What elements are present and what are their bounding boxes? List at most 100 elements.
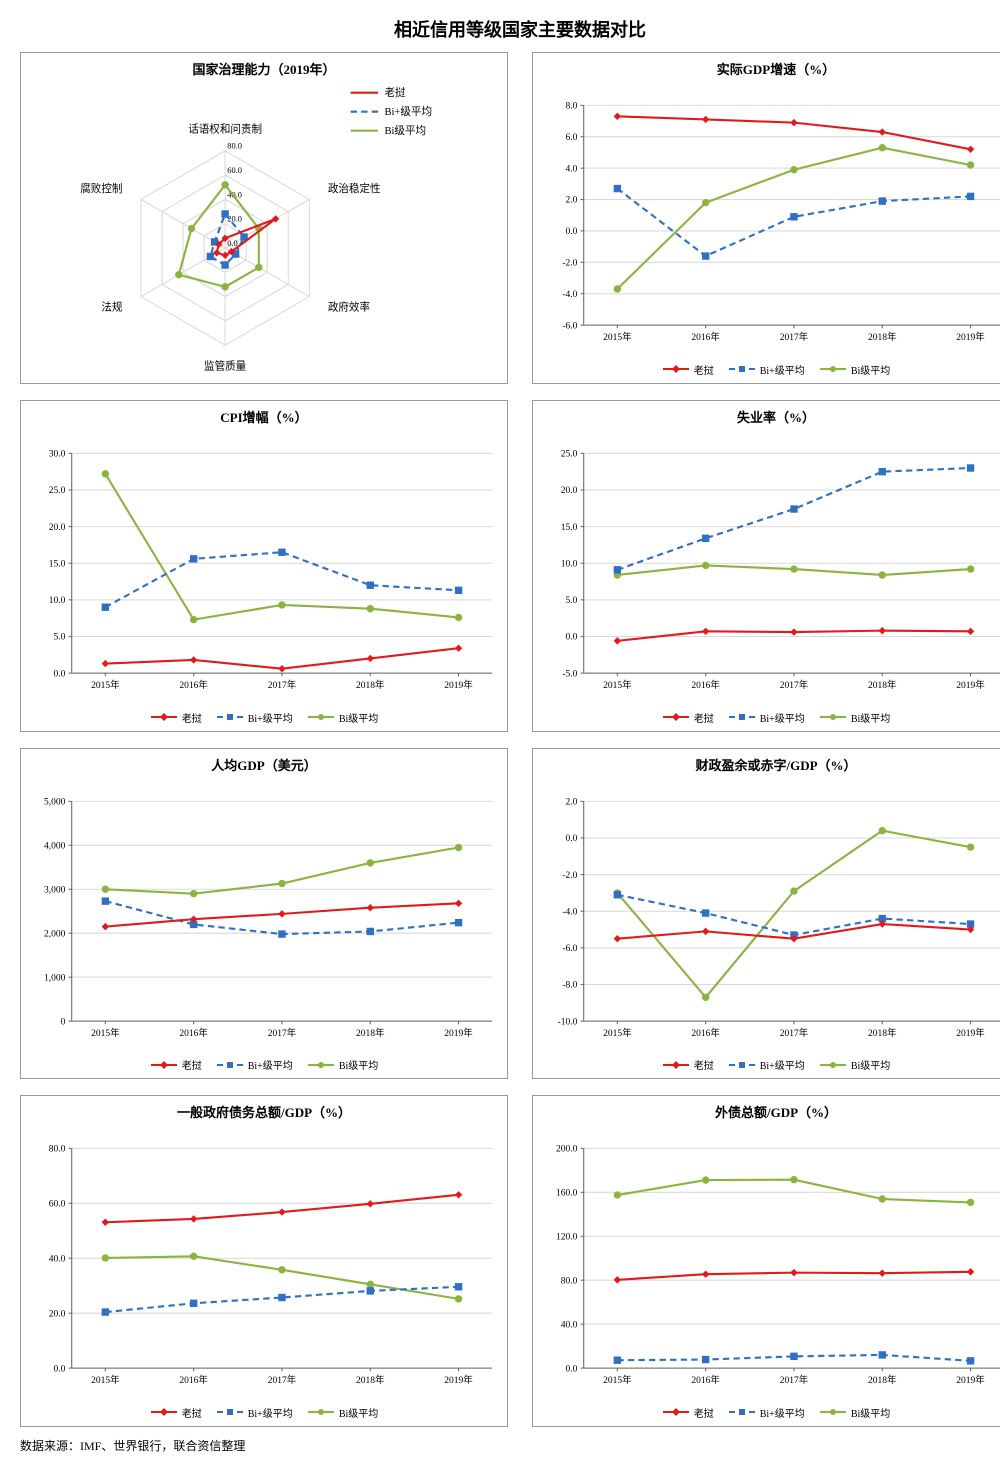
svg-text:20.0: 20.0 [561,486,578,496]
legend-item: Bi级平均 [307,1405,378,1420]
svg-text:25.0: 25.0 [49,486,66,496]
svg-text:2017年: 2017年 [780,331,809,343]
svg-text:2019年: 2019年 [956,679,985,691]
svg-text:腐败控制: 腐败控制 [80,182,122,195]
svg-text:监管质量: 监管质量 [204,360,247,373]
svg-text:2019年: 2019年 [444,1374,473,1386]
svg-text:0.0: 0.0 [227,238,238,248]
svg-text:-2.0: -2.0 [562,258,577,268]
chart-title: 失业率（%） [533,407,1000,426]
legend-item: 老挝 [662,1405,714,1420]
svg-text:2018年: 2018年 [356,1026,385,1038]
svg-text:2015年: 2015年 [603,331,632,343]
legend-item: Bi级平均 [819,362,890,377]
svg-text:25.0: 25.0 [561,449,578,459]
svg-text:2016年: 2016年 [179,679,208,691]
chart-svg: -10.0-8.0-6.0-4.0-2.00.02.02015年2016年201… [533,776,1000,1049]
chart-gdp_pc: 人均GDP（美元）01,0002,0003,0004,0005,0002015年… [20,748,508,1080]
svg-text:2016年: 2016年 [179,1026,208,1038]
svg-text:-8.0: -8.0 [562,980,577,990]
legend-item: Bi+级平均 [728,362,805,377]
chart-extdebt: 外债总额/GDP（%）0.040.080.0120.0160.0200.0201… [532,1095,1000,1427]
legend-item: 老挝 [662,710,714,725]
legend-item: Bi级平均 [819,1057,890,1072]
svg-text:15.0: 15.0 [49,559,66,569]
svg-text:2018年: 2018年 [868,679,897,691]
svg-text:Bi级平均: Bi级平均 [384,125,426,137]
chart-svg: 0.040.080.0120.0160.0200.02015年2016年2017… [533,1123,1000,1396]
svg-text:2018年: 2018年 [356,679,385,691]
chart-svg: 0.05.010.015.020.025.030.02015年2016年2017… [21,428,507,701]
legend-item: 老挝 [150,1405,202,1420]
svg-text:160.0: 160.0 [556,1189,578,1199]
svg-text:5.0: 5.0 [566,596,578,606]
chart-legend: 老挝 Bi+级平均 Bi级平均 [533,1053,1000,1078]
svg-text:2017年: 2017年 [780,1374,809,1386]
chart-gdp_growth: 实际GDP增速（%）-6.0-4.0-2.00.02.04.06.08.0201… [532,52,1000,384]
svg-text:2019年: 2019年 [956,1374,985,1386]
svg-text:40.0: 40.0 [561,1320,578,1330]
svg-text:20.0: 20.0 [49,523,66,533]
chart-legend: 老挝Bi+级平均Bi级平均 [533,1401,1000,1426]
chart-legend: 老挝 Bi+级平均 Bi级平均 [533,706,1000,731]
legend-item: Bi+级平均 [728,710,805,725]
svg-text:80.0: 80.0 [561,1276,578,1286]
svg-text:-4.0: -4.0 [562,907,577,917]
svg-text:0.0: 0.0 [54,669,66,679]
svg-text:2019年: 2019年 [444,679,473,691]
svg-text:2015年: 2015年 [91,1374,120,1386]
data-source-footnote: 数据来源：IMF、世界银行，联合资信整理 [20,1437,1000,1454]
svg-text:0.0: 0.0 [54,1364,66,1374]
chart-govdebt: 一般政府债务总额/GDP（%）0.020.040.060.080.02015年2… [20,1095,508,1427]
svg-text:0.0: 0.0 [566,1364,578,1374]
svg-text:-6.0: -6.0 [562,944,577,954]
svg-text:60.0: 60.0 [49,1200,66,1210]
chart-radar-governance: 国家治理能力（2019年）0.020.040.060.080.0话语权和问责制政… [20,52,508,384]
legend-item: Bi+级平均 [728,1057,805,1072]
svg-text:15.0: 15.0 [561,523,578,533]
radar-legend: 老挝Bi+级平均Bi级平均 [351,86,432,137]
chart-cpi: CPI增幅（%）0.05.010.015.020.025.030.02015年2… [20,400,508,732]
svg-text:1,000: 1,000 [44,973,66,983]
legend-item: 老挝 [662,1057,714,1072]
svg-text:2016年: 2016年 [691,679,720,691]
svg-text:2016年: 2016年 [179,1374,208,1386]
svg-text:4.0: 4.0 [566,164,578,174]
chart-svg: -5.00.05.010.015.020.025.02015年2016年2017… [533,428,1000,701]
chart-title: CPI增幅（%） [21,407,507,426]
svg-text:2018年: 2018年 [868,1374,897,1386]
svg-text:Bi+级平均: Bi+级平均 [384,106,432,118]
svg-text:2016年: 2016年 [691,1374,720,1386]
svg-text:2017年: 2017年 [268,679,297,691]
legend-item: Bi级平均 [307,1057,378,1072]
svg-text:-10.0: -10.0 [558,1017,578,1027]
svg-text:2019年: 2019年 [956,331,985,343]
chart-title: 财政盈余或赤字/GDP（%） [533,755,1000,774]
svg-text:法规: 法规 [101,300,123,313]
svg-text:-6.0: -6.0 [562,321,577,331]
svg-text:40.0: 40.0 [49,1254,66,1264]
chart-legend: 老挝Bi+级平均Bi级平均 [533,358,1000,383]
page-title: 相近信用等级国家主要数据对比 [20,16,1000,42]
svg-text:2.0: 2.0 [566,196,578,206]
chart-svg: 0.020.040.060.080.0话语权和问责制政治稳定性政府效率监管质量法… [21,80,507,378]
legend-item: 老挝 [150,1057,202,1072]
svg-text:-5.0: -5.0 [562,669,577,679]
svg-text:20.0: 20.0 [49,1309,66,1319]
svg-text:2018年: 2018年 [868,331,897,343]
svg-text:80.0: 80.0 [49,1145,66,1155]
svg-text:30.0: 30.0 [49,449,66,459]
svg-text:10.0: 10.0 [49,596,66,606]
legend-item: Bi级平均 [819,710,890,725]
svg-text:80.0: 80.0 [227,141,242,151]
chart-grid: 国家治理能力（2019年）0.020.040.060.080.0话语权和问责制政… [20,52,1000,1427]
svg-text:2018年: 2018年 [356,1374,385,1386]
svg-text:2019年: 2019年 [444,1026,473,1038]
svg-text:2015年: 2015年 [91,1026,120,1038]
svg-text:2015年: 2015年 [91,679,120,691]
svg-text:2017年: 2017年 [268,1026,297,1038]
svg-text:2016年: 2016年 [691,1026,720,1038]
svg-text:-4.0: -4.0 [562,290,577,300]
svg-text:2019年: 2019年 [956,1026,985,1038]
svg-text:2017年: 2017年 [268,1374,297,1386]
